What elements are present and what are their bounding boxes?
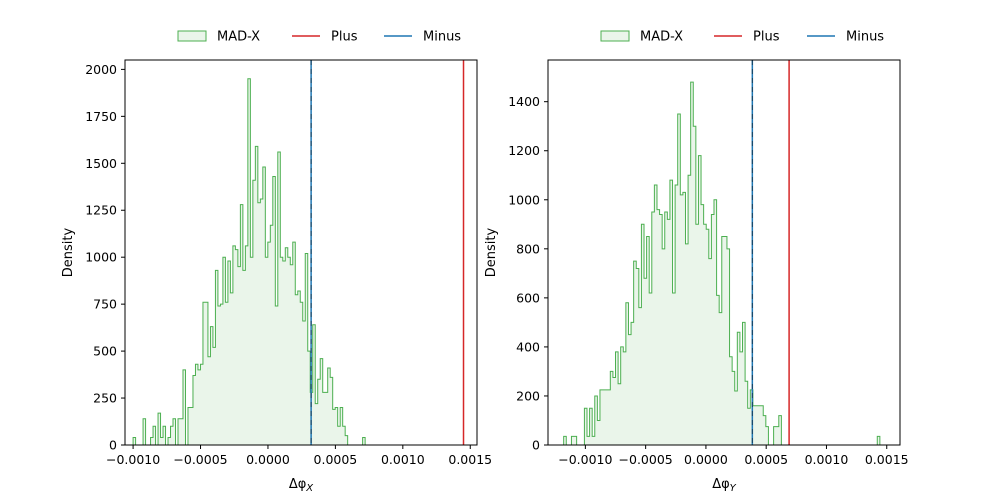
x-axis-label: ΔφY	[712, 477, 736, 494]
x-tick-label: −0.0010	[106, 452, 160, 467]
y-tick-label: 2000	[85, 62, 117, 77]
y-axis-label: Density	[484, 227, 499, 277]
y-tick-label: 200	[516, 388, 540, 403]
histogram-madx	[132, 78, 428, 445]
y-tick-label: 600	[516, 290, 540, 305]
x-tick-label: 0.0015	[865, 452, 909, 467]
y-tick-label: 250	[93, 391, 117, 406]
y-tick-label: 1000	[85, 250, 117, 265]
legend-swatch-madx	[600, 30, 630, 42]
y-tick-label: 0	[532, 438, 540, 453]
legend-label: Plus	[753, 30, 780, 45]
y-tick-label: 1000	[508, 192, 540, 207]
histogram-madx	[563, 81, 881, 445]
x-tick-label: 0.0000	[684, 452, 728, 467]
axes-frame	[124, 59, 478, 446]
y-tick-label: 0	[109, 438, 117, 453]
y-tick-label: 750	[93, 297, 117, 312]
y-tick-label: 1250	[85, 203, 117, 218]
axes-frame	[547, 59, 901, 446]
y-tick-label: 1750	[85, 109, 117, 124]
y-axis-label: Density	[61, 227, 76, 277]
x-axis-label: ΔφX	[289, 477, 314, 494]
x-tick-label: 0.0005	[314, 452, 358, 467]
x-tick-label: 0.0010	[805, 452, 849, 467]
chart-panel-2: −0.0010 −0.0005 0.0000 0.0005 0.0010 0.0015 0 2…	[484, 30, 909, 495]
legend-label: Minus	[846, 30, 884, 45]
legend-label: Minus	[423, 30, 461, 45]
x-tick-label: −0.0005	[619, 452, 673, 467]
chart-panel-1: −0.0010 −0.0005 0.0000 0.0005 0.0010 0.0015 0 2…	[61, 30, 492, 495]
x-tick-label: 0.0015	[448, 452, 492, 467]
y-tick-label: 1500	[85, 156, 117, 171]
legend-label: MAD-X	[640, 30, 683, 45]
x-tick-label: 0.0000	[246, 452, 290, 467]
legend-label: MAD-X	[217, 30, 260, 45]
y-tick-label: 500	[93, 344, 117, 359]
x-tick-label: −0.0010	[558, 452, 612, 467]
y-tick-label: 1400	[508, 94, 540, 109]
y-tick-label: 400	[516, 339, 540, 354]
legend-label: Plus	[331, 30, 358, 45]
legend: MAD-X Plus Minus	[177, 30, 461, 45]
x-tick-label: 0.0010	[381, 452, 425, 467]
x-tick-label: 0.0005	[744, 452, 788, 467]
legend: MAD-X Plus Minus	[600, 30, 884, 45]
x-tick-label: −0.0005	[173, 452, 227, 467]
y-tick-label: 800	[516, 241, 540, 256]
legend-swatch-madx	[177, 30, 207, 42]
y-tick-label: 1200	[508, 143, 540, 158]
